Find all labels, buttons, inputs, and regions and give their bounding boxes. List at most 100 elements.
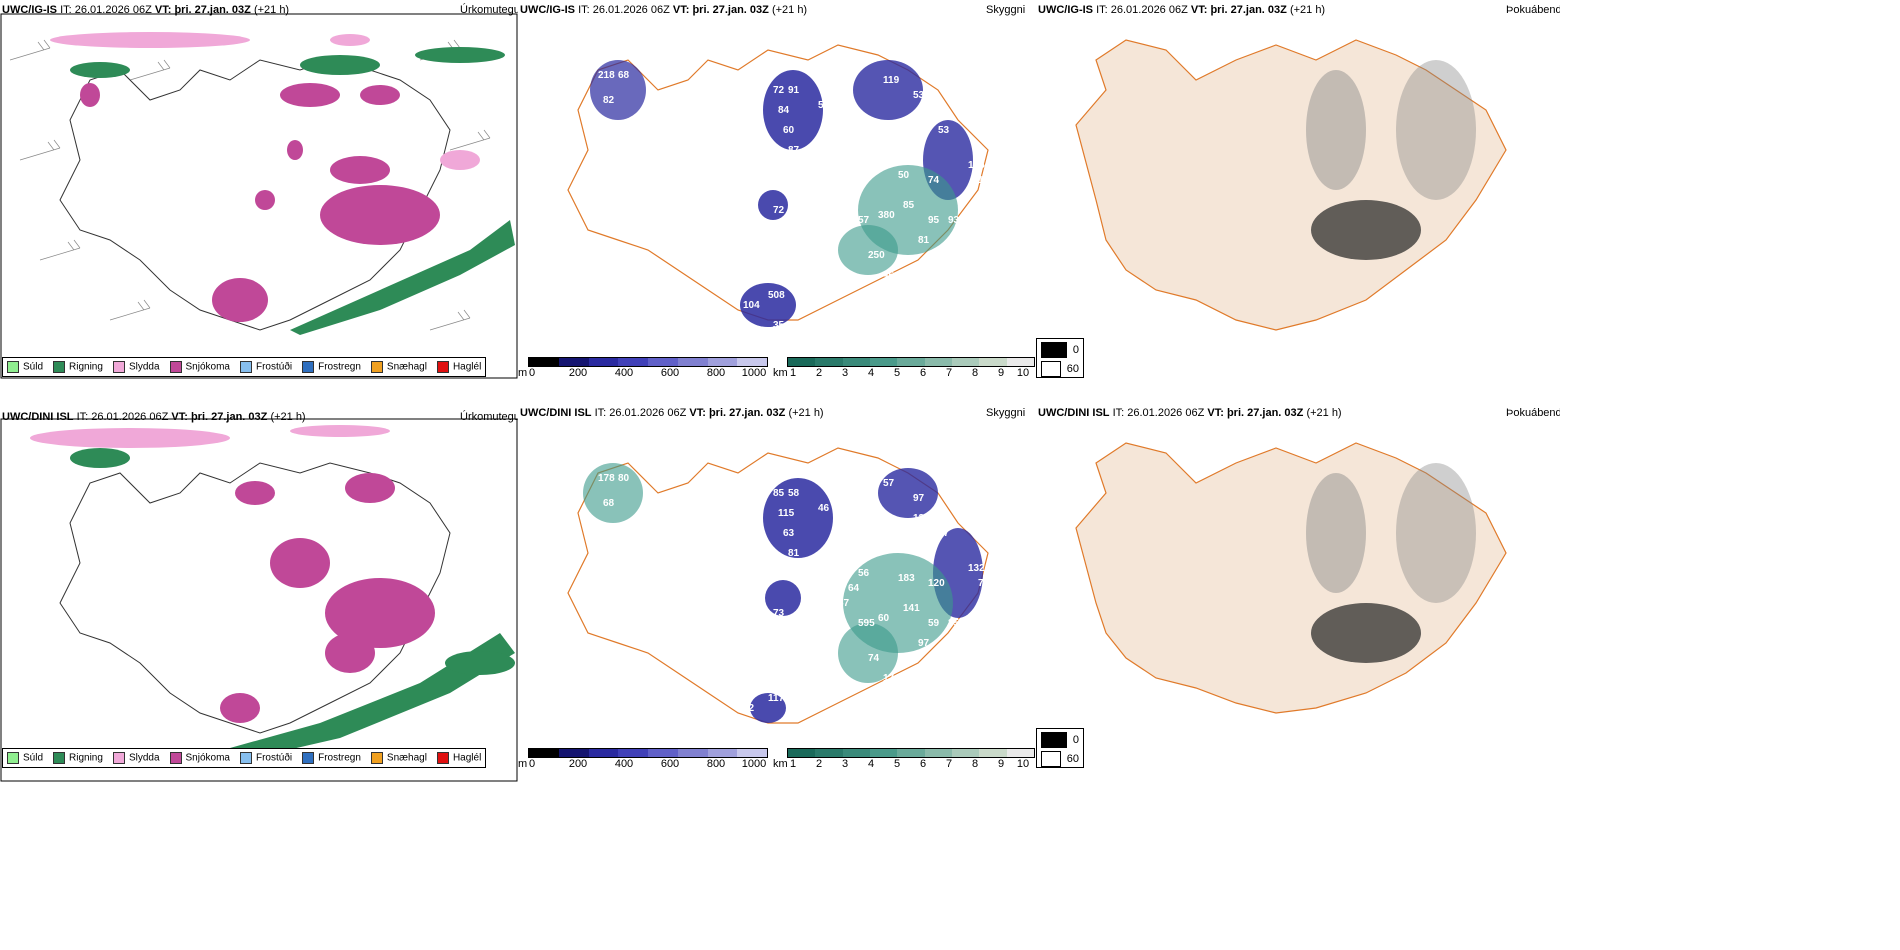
colorbar-tick: 7: [945, 367, 953, 379]
legend-item: Rigning: [53, 752, 103, 764]
fog-area: [1311, 603, 1421, 663]
colorbar-km: km 1 2 3 4 5 6 7 8 9 10: [773, 748, 1035, 776]
cloud-top-label: 102: [828, 215, 845, 226]
sleet-areas: [30, 425, 390, 448]
cloud-top-label: 132: [733, 200, 750, 211]
colorbar-tick: 600: [660, 367, 680, 379]
cloud-top-label: 178: [598, 473, 615, 484]
colorbar-tick: 1000: [741, 367, 767, 379]
colorbar-unit: km: [773, 367, 788, 379]
rain-areas: [70, 47, 515, 335]
cloud-top-label: 57: [883, 478, 895, 489]
cloud-top-label: 101: [733, 603, 750, 614]
colorbar-tick: 7: [945, 758, 953, 770]
panel-title: Skyggni: [986, 407, 1026, 419]
cloud-top-label: 60: [783, 125, 795, 136]
cloud-areas: [590, 60, 973, 327]
sleet-areas: [50, 32, 480, 170]
cloud-top-label: 85: [773, 488, 785, 499]
colorbar-tick: 1: [789, 367, 797, 379]
colorbar-km: km 1 2 3 4 5 6 7 8 9 10: [773, 357, 1035, 380]
colorbar-tick: 8: [971, 758, 979, 770]
colorbar-tick: 400: [614, 758, 634, 770]
legend-item: Slydda: [112, 361, 160, 373]
cloud-top-label: 95: [928, 215, 940, 226]
precip-map-row1: [0, 13, 518, 379]
cloud-top-label: 63: [783, 528, 795, 539]
colorbar-tick: 600: [660, 758, 680, 770]
colorbar-tick: 2: [815, 367, 823, 379]
cloud-top-label: 539: [913, 90, 930, 101]
cloud-top-label: 58: [788, 488, 800, 499]
cloud-top-label: 64: [848, 583, 860, 594]
cloud-top-label: 247: [828, 618, 845, 629]
cloud-top-label: 119: [883, 75, 900, 86]
cloud-top-label: 57: [858, 215, 870, 226]
cloud-top-label: 183: [898, 573, 915, 584]
fog-legend-row1: 0 60: [1036, 338, 1084, 378]
fog-map-row2: [1075, 442, 1507, 714]
cloud-top-label: 62: [838, 488, 850, 499]
panel-title: Skyggni: [986, 4, 1026, 16]
legend-item: Frostregn: [302, 361, 361, 373]
cloud-top-label: 36: [958, 653, 970, 664]
precip-legend: Súld Rigning Slydda Snjókoma Frostúði Fr…: [2, 357, 487, 377]
iceland-outline: [1075, 39, 1507, 331]
cloud-top-label: 54: [818, 100, 830, 111]
cloud-top-label: 57: [838, 598, 850, 609]
panel-header: UWC/IG-IS IT: 26.01.2026 06Z VT: þri. 27…: [520, 4, 808, 16]
legend-item: Frostúði: [239, 752, 292, 764]
cloud-top-label: 80: [618, 473, 630, 484]
cloud-top-label: 141: [903, 603, 920, 614]
cloud-top-label: 85: [903, 200, 915, 211]
cloud-top-label: 105: [773, 723, 790, 734]
cloud-top-label: 93: [948, 215, 960, 226]
colorbar-m: m 0 200 400 600 800 1000: [518, 748, 768, 776]
precip-panel-row2: UWC/DINI ISL IT: 26.01.2026 06Z VT: þri.…: [0, 403, 518, 783]
iceland-outline: [59, 59, 451, 331]
cloud-top-label: 46: [883, 270, 895, 281]
colorbar-tick: 2: [815, 758, 823, 770]
cloud-top-label: 84: [778, 105, 790, 116]
cloud-top-label: 81: [788, 548, 800, 559]
cloud-top-label: 132: [968, 563, 985, 574]
clouds-map-row2: [567, 447, 989, 724]
cloud-top-label: 174: [883, 673, 900, 684]
legend-item: Snjókoma: [169, 752, 230, 764]
cloud-top-label: 85: [948, 618, 960, 629]
cloud-labels-row2: 178 80 68 85 58 46 62 57 97 115 63 136 312 77 81 105 56 1…: [518, 403, 1038, 743]
cloud-top-label: 102: [818, 155, 835, 166]
cloud-top-label: 56: [858, 568, 870, 579]
cloud-top-label: 75: [838, 195, 850, 206]
panel-header: UWC/IG-IS IT: 26.01.2026 06Z VT: þri. 27…: [1038, 4, 1326, 16]
fog-panel-row1: UWC/IG-IS IT: 26.01.2026 06Z VT: þri. 27…: [1036, 0, 1560, 338]
cloud-top-label: 105: [968, 160, 985, 171]
colorbar-tick: 0: [528, 758, 536, 770]
iceland-outline: [59, 462, 451, 734]
fog-legend-row2: 0 60: [1036, 728, 1084, 768]
cloud-top-label: 88: [958, 628, 970, 639]
cloud-top-label: 104: [743, 300, 760, 311]
precip-panel-row1: UWC/IG-IS IT: 26.01.2026 06Z VT: þri. 27…: [0, 0, 518, 380]
colorbar-tick: 5: [893, 367, 901, 379]
colorbar-tick: 4: [867, 758, 875, 770]
rain-areas: [70, 448, 515, 761]
colorbar-tick: 400: [614, 367, 634, 379]
cloud-top-label: 380: [878, 210, 895, 221]
panel-header: UWC/DINI ISL IT: 26.01.2026 06Z VT: þri.…: [520, 407, 824, 419]
cloud-top-label: 250: [868, 250, 885, 261]
colorbar-tick: 9: [997, 367, 1005, 379]
cloud-areas: [583, 463, 983, 723]
snow-areas: [80, 83, 440, 322]
precip-legend: Súld Rigning Slydda Snjókoma Frostúði Fr…: [2, 748, 487, 768]
cloud-top-label: 87: [788, 145, 800, 156]
colorbar-m: m 0 200 400 600 800 1000: [518, 357, 768, 380]
cloud-top-label: 72: [773, 85, 785, 96]
panel-title: Úrkomutegund: [460, 4, 518, 16]
cloud-top-label: 105: [858, 165, 875, 176]
colorbar-tick: 4: [867, 367, 875, 379]
wind-barbs: [9, 39, 491, 331]
cloud-top-label: 86: [838, 85, 850, 96]
legend-item: Frostúði: [239, 361, 292, 373]
colorbar-tick: 9: [997, 758, 1005, 770]
